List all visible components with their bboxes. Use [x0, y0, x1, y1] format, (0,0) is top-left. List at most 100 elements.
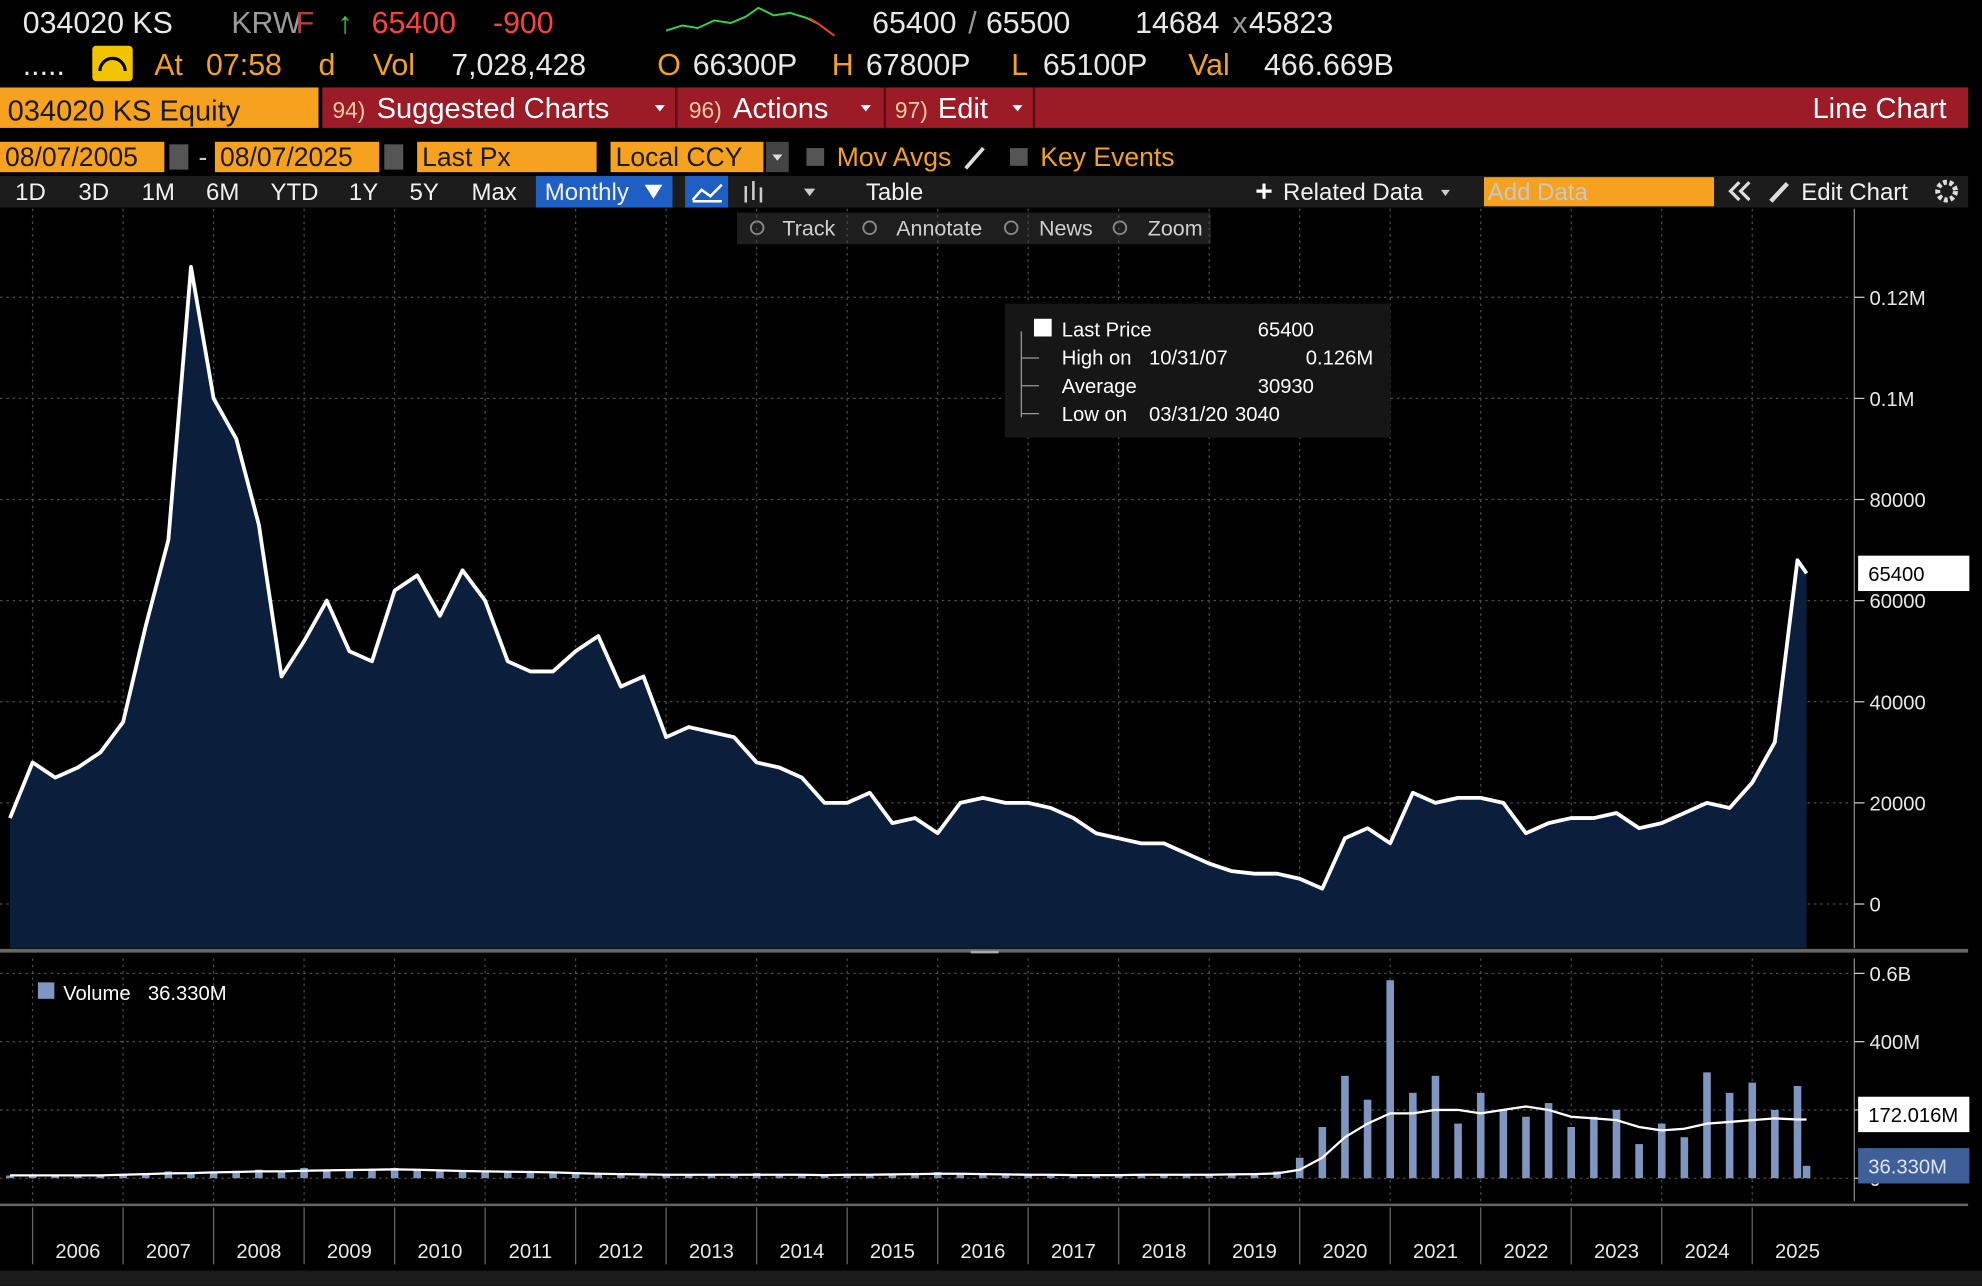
- status: .....: [23, 49, 65, 82]
- volume-last-label: 36.330M: [1868, 1156, 1947, 1178]
- volume-bar: [979, 1174, 987, 1179]
- field[interactable]: Last Px: [422, 142, 510, 172]
- volume-bar: [1160, 1174, 1168, 1179]
- gear-icon[interactable]: [1935, 179, 1958, 203]
- x-tick-label: 2006: [55, 1241, 100, 1263]
- key-events-checkbox[interactable]: [1009, 148, 1028, 166]
- key-events[interactable]: Key Events: [1040, 142, 1174, 172]
- speed-icon: [92, 45, 133, 82]
- open: 66300P: [693, 49, 798, 82]
- sparkline-tail: [808, 17, 835, 37]
- volume-bar: [730, 1174, 738, 1179]
- security[interactable]: 034020 KS Equity: [8, 95, 241, 127]
- legend-value: 3040: [1235, 404, 1280, 426]
- volume-bar: [141, 1173, 150, 1179]
- legend-date: 03/31/20: [1149, 404, 1228, 426]
- field-box[interactable]: [417, 141, 597, 173]
- volume-bar: [277, 1171, 286, 1179]
- start-date[interactable]: 08/07/2005: [5, 142, 138, 172]
- y-tick-label: 0.6B: [1870, 964, 1912, 986]
- collapse-icon[interactable]: [1728, 181, 1751, 202]
- val-label: Val: [1188, 49, 1230, 82]
- menu-label[interactable]: Edit: [938, 93, 988, 125]
- view: Line Chart: [1813, 93, 1947, 125]
- x-tick-label: 2023: [1594, 1241, 1639, 1263]
- volume-bar: [1612, 1109, 1621, 1179]
- related-data[interactable]: Related Data: [1283, 179, 1424, 206]
- speed-icon-dial: [98, 56, 127, 72]
- volume-bar: [1703, 1072, 1711, 1179]
- last-price: 65400: [372, 7, 456, 40]
- volume-bar: [1793, 1086, 1802, 1179]
- menu-key: 96): [689, 97, 722, 123]
- volume-bar: [1092, 1175, 1100, 1179]
- y-tick-label: 80000: [1870, 490, 1926, 512]
- menu-label[interactable]: Actions: [733, 93, 828, 125]
- time: 07:58: [206, 49, 282, 82]
- line-chart-button[interactable]: [685, 175, 729, 208]
- add-data[interactable]: Add Data: [1488, 179, 1589, 206]
- date-separator: -: [198, 142, 207, 172]
- plus-icon[interactable]: [1256, 183, 1272, 199]
- tool-button[interactable]: News: [1039, 216, 1093, 240]
- volume-bar: [368, 1168, 376, 1179]
- add-data-box[interactable]: [1483, 177, 1715, 207]
- volume-bar: [1590, 1116, 1598, 1179]
- volume-bar: [1047, 1174, 1055, 1179]
- average-last-label: 172.016M: [1868, 1105, 1958, 1127]
- dropdown-arrow[interactable]: [1440, 189, 1450, 197]
- volume-bar: [322, 1170, 331, 1179]
- volume-bar: [1273, 1171, 1281, 1179]
- currency-box[interactable]: [610, 141, 764, 173]
- last-price-label-box: [1858, 555, 1970, 592]
- start-date-box[interactable]: [0, 141, 165, 173]
- security-box[interactable]: [0, 87, 319, 128]
- period-button[interactable]: 3D: [78, 179, 109, 206]
- pencil-icon[interactable]: [1769, 182, 1789, 203]
- end-date-box[interactable]: [214, 141, 380, 173]
- edit-chart[interactable]: Edit Chart: [1801, 179, 1908, 206]
- period-button[interactable]: 1Y: [349, 179, 378, 206]
- volume-bar: [820, 1175, 829, 1179]
- period-button[interactable]: 1M: [142, 179, 175, 206]
- end-date[interactable]: 08/07/2025: [220, 142, 353, 172]
- mov-avgs-checkbox[interactable]: [806, 148, 825, 166]
- dropdown-arrow: [772, 154, 783, 161]
- currency-setting[interactable]: Local CCY: [616, 142, 743, 172]
- calendar-icon[interactable]: [384, 144, 404, 170]
- average-last-label-box: [1858, 1096, 1970, 1133]
- y-tick-label: 40000: [1870, 692, 1926, 714]
- tool-button[interactable]: Zoom: [1148, 216, 1203, 240]
- bar-chart-icon[interactable]: [744, 180, 763, 203]
- volume-bar: [232, 1170, 241, 1179]
- tool-button[interactable]: Annotate: [896, 216, 982, 240]
- tool-icon: [1112, 220, 1128, 236]
- volume-bar: [1522, 1116, 1530, 1179]
- volume-bar: [1295, 1157, 1304, 1179]
- menu-label[interactable]: Suggested Charts: [377, 93, 610, 125]
- volume-bar: [526, 1171, 535, 1179]
- mov-avgs[interactable]: Mov Avgs: [837, 142, 952, 172]
- tool-button[interactable]: Track: [782, 216, 835, 240]
- frequency-arrow: [644, 184, 663, 199]
- x-tick-label: 2025: [1775, 1241, 1820, 1263]
- x-tick-label: 2021: [1413, 1241, 1458, 1263]
- period-button[interactable]: 6M: [206, 179, 239, 206]
- period-button[interactable]: 5Y: [410, 179, 439, 206]
- volume-bar: [1250, 1173, 1259, 1179]
- x-tick-label: 2013: [689, 1241, 734, 1263]
- dropdown-arrow[interactable]: [803, 188, 816, 197]
- volume-bar: [1771, 1109, 1779, 1179]
- volume-bar: [1137, 1174, 1146, 1179]
- y-tick-label: 0.12M: [1870, 288, 1926, 310]
- frequency[interactable]: Monthly: [545, 179, 629, 206]
- table[interactable]: Table: [866, 179, 923, 206]
- period-button[interactable]: Max: [471, 179, 516, 206]
- pencil-icon[interactable]: [964, 146, 985, 170]
- period-button[interactable]: 1D: [15, 179, 46, 206]
- volume-bar: [1802, 1165, 1811, 1179]
- period-button[interactable]: YTD: [271, 179, 319, 206]
- calendar-icon[interactable]: [169, 144, 189, 170]
- legend-label: Low on: [1062, 404, 1127, 426]
